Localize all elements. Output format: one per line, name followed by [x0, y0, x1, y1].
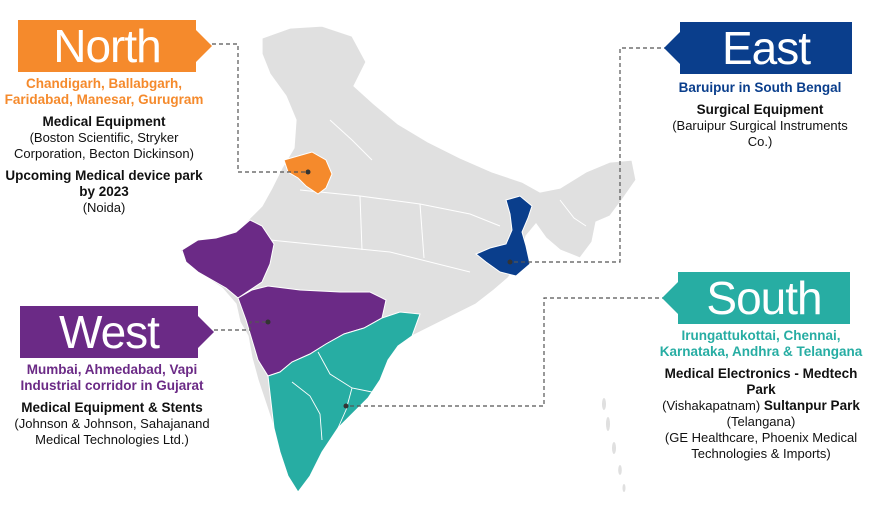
- north-item-1: Medical Equipment (Boston Scientific, St…: [4, 114, 204, 162]
- west-connector: [214, 321, 268, 331]
- east-item-1-detail: (Baruipur Surgical Instruments Co.): [672, 118, 848, 149]
- south-item-2-head: Sultanpur Park: [763, 398, 860, 413]
- south-panel: Irungattukottai, Chennai, Karnataka, And…: [652, 328, 870, 468]
- west-label: West: [20, 306, 214, 358]
- north-marker: [305, 169, 311, 175]
- location-markers: [265, 169, 513, 409]
- south-cities: Irungattukottai, Chennai, Karnataka, And…: [659, 328, 863, 359]
- north-item-1-head: Medical Equipment: [42, 114, 166, 129]
- west-item-1: Medical Equipment & Stents (Johnson & Jo…: [8, 400, 216, 448]
- south-marker: [343, 403, 349, 409]
- north-panel: Chandigarh, Ballabgarh, Faridabad, Manes…: [4, 76, 204, 222]
- east-cities: Baruipur in South Bengal: [678, 80, 842, 95]
- region-west-bengal: [475, 195, 533, 277]
- north-item-1-detail: (Boston Scientific, Stryker Corporation,…: [14, 130, 194, 161]
- west-marker: [265, 319, 271, 325]
- east-item-1-head: Surgical Equipment: [696, 102, 824, 117]
- west-cities: Mumbai, Ahmedabad, Vapi Industrial corri…: [20, 362, 204, 393]
- north-item-2: Upcoming Medical device park by 2023 (No…: [4, 168, 204, 216]
- south-state-borders: [291, 351, 373, 441]
- east-marker: [507, 259, 513, 265]
- region-south: [267, 311, 421, 493]
- west-item-1-head: Medical Equipment & Stents: [21, 400, 203, 415]
- south-item-3-detail: (GE Healthcare, Phoenix Medical Technolo…: [664, 430, 858, 461]
- andaman-islands: [602, 398, 626, 492]
- state-borders: [269, 119, 587, 273]
- south-label: South: [662, 272, 850, 324]
- east-label: East: [664, 22, 852, 74]
- north-item-2-detail: (Noida): [82, 200, 126, 215]
- connector-lines: [212, 43, 668, 407]
- south-connector: [346, 297, 666, 407]
- north-cities: Chandigarh, Ballabgarh, Faridabad, Manes…: [4, 76, 204, 107]
- west-panel: Mumbai, Ahmedabad, Vapi Industrial corri…: [8, 362, 216, 454]
- south-items: Medical Electronics - Medtech Park (Vish…: [652, 366, 870, 462]
- north-label: North: [18, 20, 212, 72]
- region-gujarat: [181, 219, 275, 299]
- south-item-1-head: Medical Electronics - Medtech Park: [664, 366, 858, 397]
- north-item-2-head: Upcoming Medical device park by 2023: [5, 168, 203, 199]
- east-connector: [510, 47, 668, 263]
- east-panel: Baruipur in South Bengal Surgical Equipm…: [660, 80, 860, 156]
- south-item-1-detail: (Vishakapatnam): [662, 398, 761, 413]
- west-item-1-detail: (Johnson & Johnson, Sahajanand Medical T…: [14, 416, 210, 447]
- east-item-1: Surgical Equipment (Baruipur Surgical In…: [660, 102, 860, 150]
- north-connector: [212, 43, 308, 173]
- south-item-2-detail: (Telangana): [726, 414, 796, 429]
